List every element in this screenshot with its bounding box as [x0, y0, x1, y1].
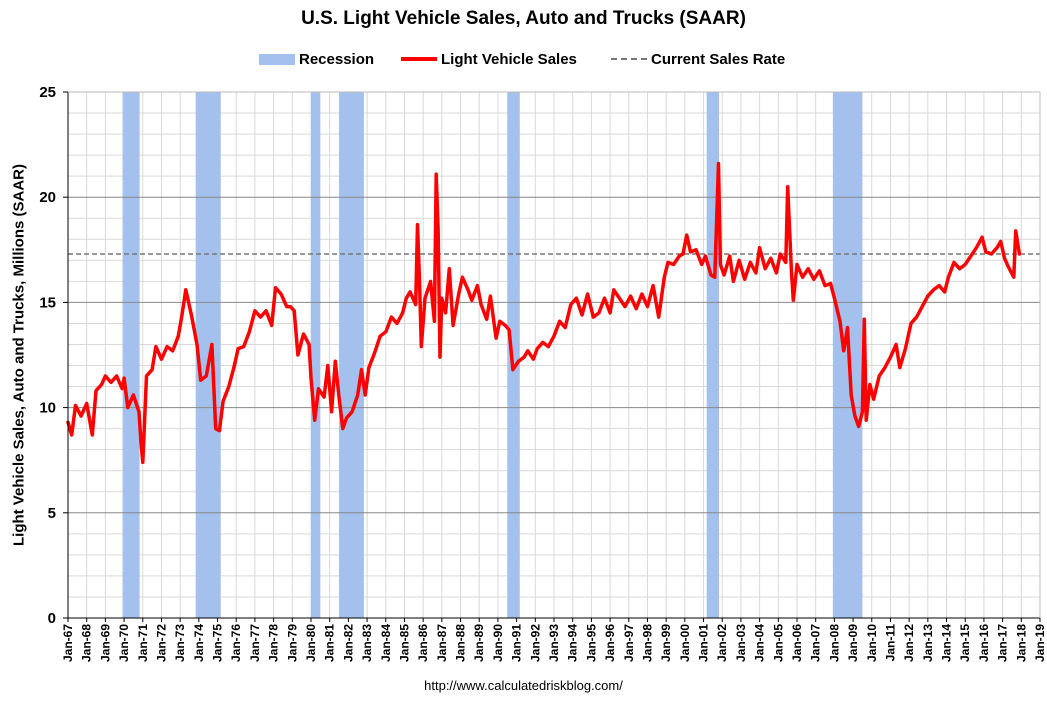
- y-tick-label: 20: [39, 189, 56, 206]
- y-tick-label: 25: [39, 84, 56, 101]
- x-tick-label: Jan-00: [678, 624, 692, 662]
- x-tick-label: Jan-99: [659, 624, 673, 662]
- x-tick-label: Jan-77: [248, 624, 262, 662]
- minor-gridlines: [68, 92, 1040, 618]
- sales-series: [66, 161, 1022, 465]
- y-tick-label: 15: [39, 294, 56, 311]
- x-tick-label: Jan-07: [809, 624, 823, 662]
- x-tick-label: Jan-01: [697, 624, 711, 662]
- chart-title: U.S. Light Vehicle Sales, Auto and Truck…: [301, 8, 746, 29]
- x-tick-label: Jan-11: [883, 624, 897, 662]
- legend: Recession Light Vehicle Sales Current Sa…: [0, 49, 1047, 71]
- x-tick-label: Jan-83: [360, 624, 374, 662]
- x-tick-label: Jan-04: [753, 624, 767, 662]
- x-tick-label: Jan-79: [285, 624, 299, 662]
- x-tick-label: Jan-06: [790, 624, 804, 662]
- legend-item-sales: Light Vehicle Sales: [401, 49, 577, 69]
- x-tick-label: Jan-67: [61, 624, 75, 662]
- x-tick-label: Jan-03: [734, 624, 748, 662]
- y-tick-labels: 0 5 10 15 20 25: [39, 84, 56, 627]
- x-tick-label: Jan-85: [397, 624, 411, 662]
- x-tick-label: Jan-97: [622, 624, 636, 662]
- x-tick-label: Jan-76: [229, 624, 243, 662]
- x-tick-label: Jan-73: [173, 624, 187, 662]
- x-tick-label: Jan-70: [117, 624, 131, 662]
- x-tick-label: Jan-12: [902, 624, 916, 662]
- x-tick-label: Jan-08: [827, 624, 841, 662]
- legend-item-recession: Recession: [259, 49, 374, 69]
- x-tick-label: Jan-14: [940, 624, 954, 662]
- x-tick-label: Jan-88: [454, 624, 468, 662]
- legend-swatch-sales: [401, 57, 437, 61]
- legend-swatch-recession: [259, 53, 295, 65]
- y-tick-label: 5: [48, 505, 56, 522]
- x-tick-labels: Jan-67 Jan-68 Jan-69 Jan-70 Jan-71 Jan-72 Jan-…: [61, 624, 1047, 662]
- x-tick-label: Jan-02: [715, 624, 729, 662]
- axes: [63, 91, 1041, 622]
- x-tick-label: Jan-72: [154, 624, 168, 662]
- y-tick-label: 0: [48, 610, 56, 627]
- x-tick-label: Jan-78: [267, 624, 281, 662]
- x-tick-label: Jan-10: [865, 624, 879, 662]
- y-tick-label: 10: [39, 400, 56, 417]
- x-tick-label: Jan-15: [958, 624, 972, 662]
- recession-band: [339, 92, 364, 618]
- x-tick-label: Jan-90: [491, 624, 505, 662]
- x-tick-label: Jan-84: [379, 624, 393, 662]
- legend-label-recession: Recession: [299, 50, 375, 68]
- x-tick-label: Jan-87: [435, 624, 449, 662]
- y-axis-title: Light Vehicle Sales, Auto and Trucks, Mi…: [10, 163, 28, 547]
- x-tick-label: Jan-18: [1014, 624, 1028, 662]
- x-tick-label: Jan-95: [584, 624, 598, 662]
- x-tick-label: Jan-81: [323, 624, 337, 662]
- legend-label-sales: Light Vehicle Sales: [441, 50, 577, 68]
- source-note: http://www.calculatedriskblog.com/: [424, 678, 623, 693]
- x-tick-label: Jan-16: [977, 624, 991, 662]
- x-tick-label: Jan-86: [416, 624, 430, 662]
- legend-item-current-rate: Current Sales Rate: [611, 49, 785, 69]
- x-tick-label: Jan-98: [640, 624, 654, 662]
- x-tick-label: Jan-17: [996, 624, 1010, 662]
- legend-label-current-rate: Current Sales Rate: [651, 50, 786, 68]
- x-tick-label: Jan-09: [846, 624, 860, 662]
- x-tick-label: Jan-91: [510, 624, 524, 662]
- x-tick-label: Jan-19: [1033, 624, 1047, 662]
- x-tick-label: Jan-94: [566, 624, 580, 662]
- x-tick-label: Jan-68: [80, 624, 94, 662]
- recession-band: [507, 92, 520, 618]
- recession-band: [311, 92, 321, 618]
- legend-swatch-current-rate: [611, 58, 647, 60]
- x-tick-label: Jan-75: [211, 624, 225, 662]
- x-tick-label: Jan-82: [341, 624, 355, 662]
- x-tick-label: Jan-80: [304, 624, 318, 662]
- x-tick-label: Jan-89: [472, 624, 486, 662]
- series-line-light-vehicle-sales: [66, 161, 1022, 465]
- x-tick-label: Jan-05: [771, 624, 785, 662]
- x-tick-label: Jan-92: [528, 624, 542, 662]
- recession-band: [122, 92, 140, 618]
- x-tick-label: Jan-74: [192, 624, 206, 662]
- x-tick-label: Jan-13: [921, 624, 935, 662]
- x-tick-label: Jan-96: [603, 624, 617, 662]
- x-tick-label: Jan-69: [98, 624, 112, 662]
- x-tick-label: Jan-71: [136, 624, 150, 662]
- x-tick-label: Jan-93: [547, 624, 561, 662]
- recession-bands: [122, 92, 863, 618]
